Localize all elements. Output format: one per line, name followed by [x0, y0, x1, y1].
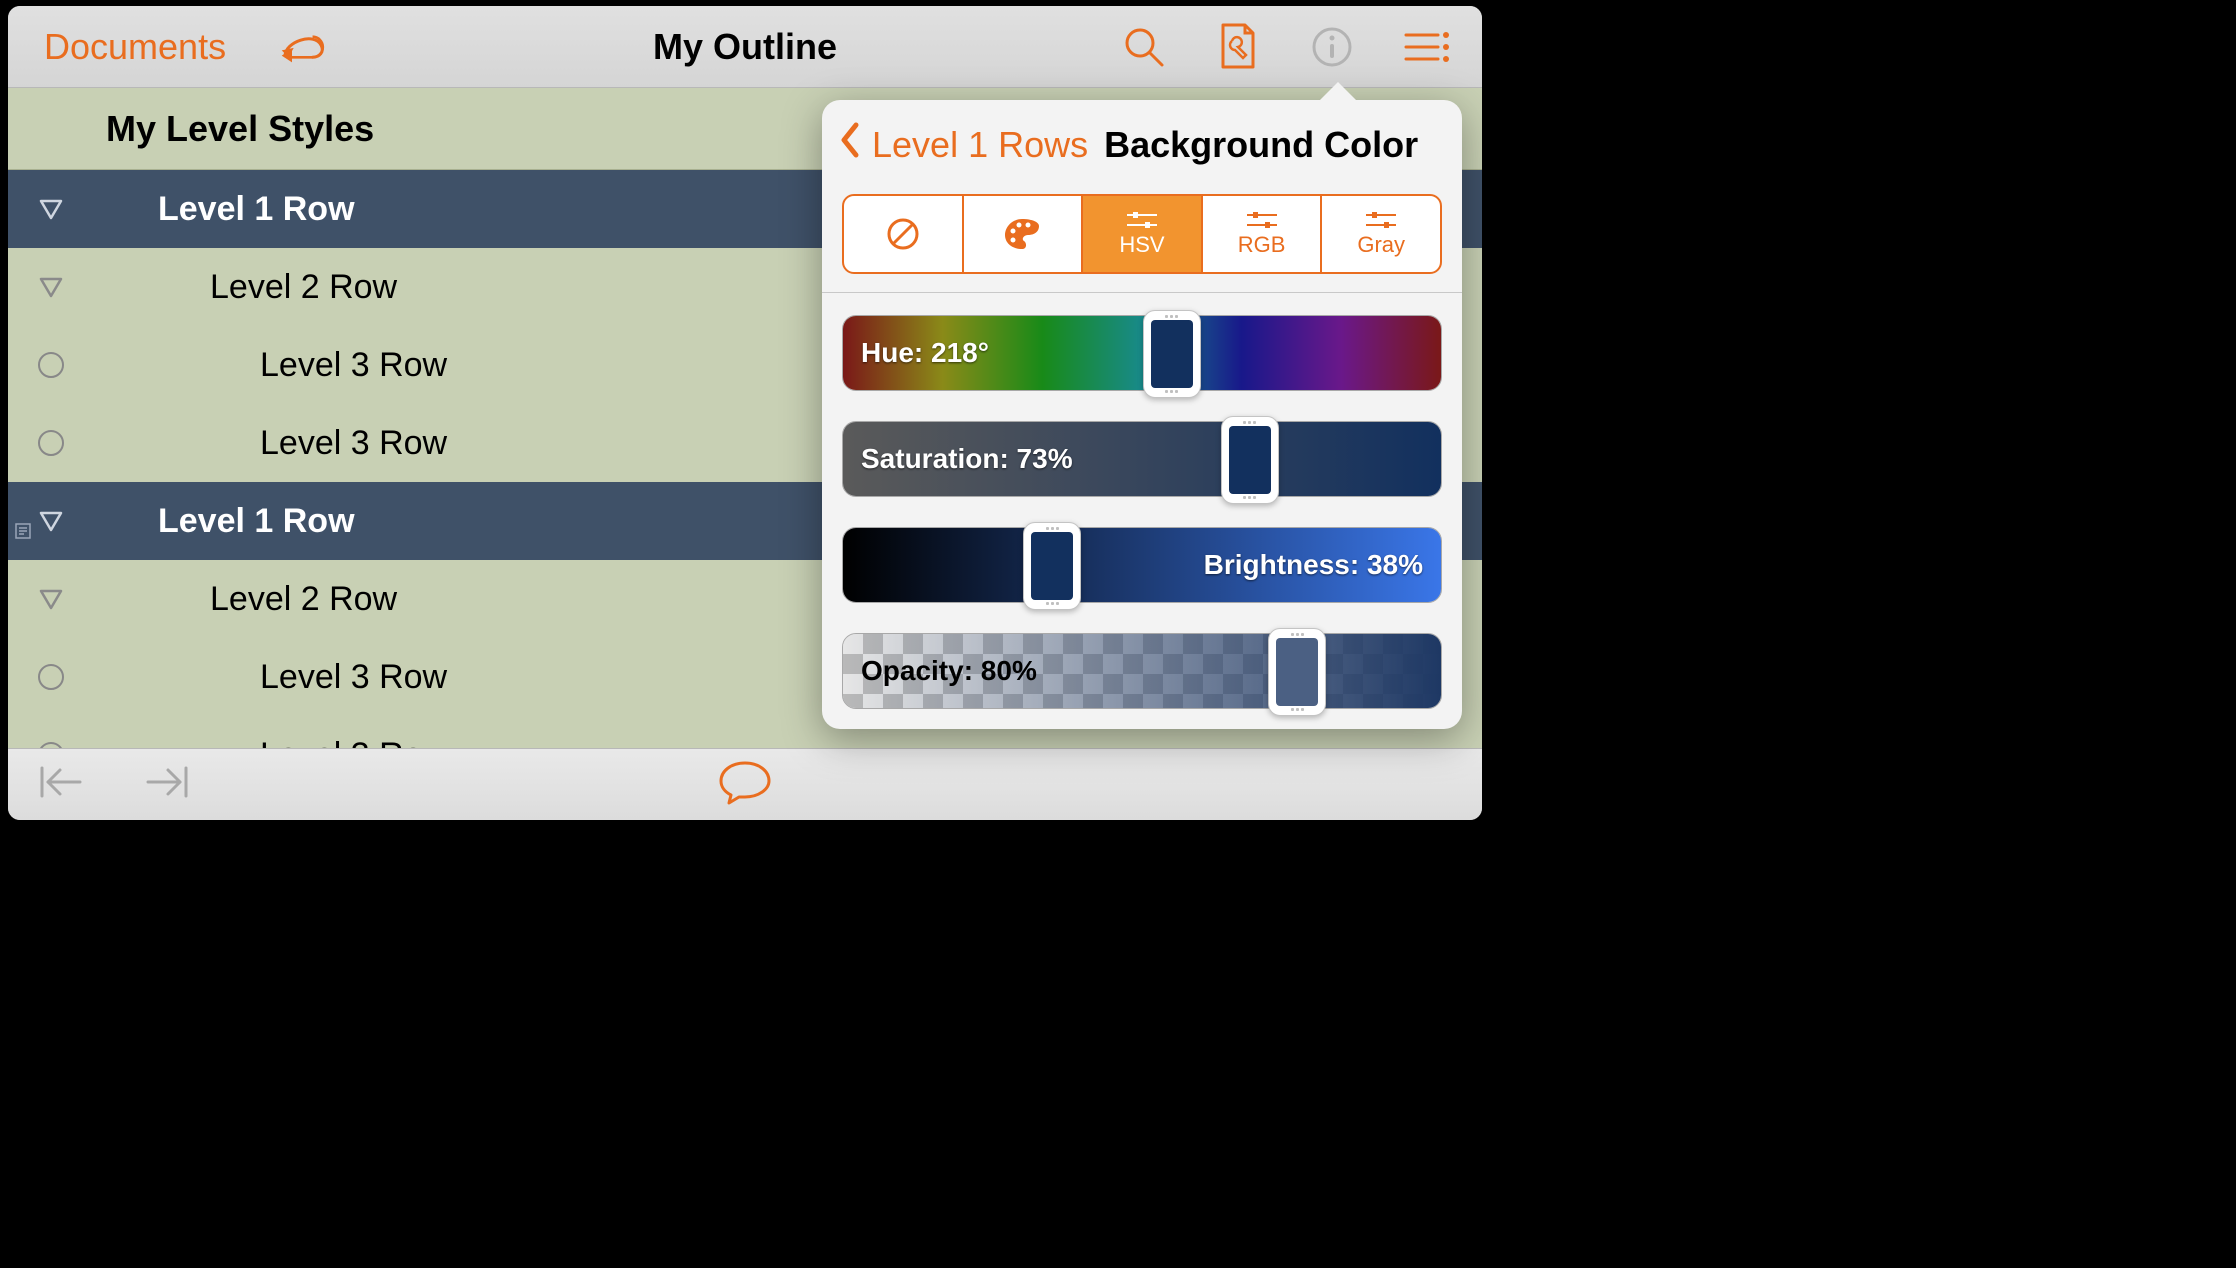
row-label: Level 2 Row: [210, 580, 397, 619]
chat-bubble-icon: [717, 759, 773, 805]
inspector-button[interactable]: [1214, 23, 1262, 71]
opacity-thumb[interactable]: [1268, 628, 1326, 716]
row-label: Level 3 Row: [260, 424, 447, 463]
hue-label: Hue: 218°: [861, 337, 989, 369]
seg-palette[interactable]: [962, 196, 1082, 272]
sliders-icon: [1364, 210, 1398, 230]
documents-button[interactable]: Documents: [20, 26, 250, 68]
note-indicator-icon: [14, 510, 32, 528]
palette-icon: [1003, 217, 1041, 251]
info-icon: [1310, 25, 1354, 69]
row-label: Level 3 Row: [260, 736, 447, 749]
seg-none[interactable]: [844, 196, 962, 272]
arrow-right-bar-icon: [144, 764, 190, 800]
list-icon: [1402, 29, 1450, 65]
seg-hsv-label: HSV: [1119, 232, 1164, 258]
sliders-icon: [1125, 210, 1159, 230]
document-title: My Outline: [653, 26, 837, 68]
seg-hsv[interactable]: HSV: [1081, 196, 1201, 272]
disclosure-triangle-icon[interactable]: [38, 196, 64, 222]
chevron-left-icon: [838, 121, 860, 159]
color-mode-segmented: HSV RGB Gray: [842, 194, 1442, 274]
wrench-doc-icon: [1217, 23, 1259, 71]
bullet-icon: [38, 430, 64, 456]
seg-gray-label: Gray: [1357, 232, 1405, 258]
search-button[interactable]: [1120, 23, 1168, 71]
info-button[interactable]: [1308, 23, 1356, 71]
popover-caret: [1320, 82, 1356, 100]
undo-button[interactable]: [280, 23, 328, 71]
row-label: Level 1 Row: [158, 502, 355, 541]
brightness-label: Brightness: 38%: [1204, 549, 1423, 581]
disclosure-triangle-icon[interactable]: [38, 508, 64, 534]
bullet-icon: [38, 664, 64, 690]
popover-header: Level 1 Rows Background Color: [822, 100, 1462, 194]
disclosure-triangle-icon[interactable]: [38, 274, 64, 300]
saturation-slider[interactable]: Saturation: 73%: [842, 421, 1442, 497]
note-button[interactable]: [717, 759, 773, 810]
back-button[interactable]: [834, 120, 864, 170]
hue-swatch: [1151, 320, 1193, 388]
row-label: Level 1 Row: [158, 190, 355, 229]
color-popover: Level 1 Rows Background Color HSV RGB Gr…: [822, 100, 1462, 729]
seg-gray[interactable]: Gray: [1320, 196, 1440, 272]
brightness-swatch: [1031, 532, 1073, 600]
arrow-left-bar-icon: [38, 764, 84, 800]
saturation-thumb[interactable]: [1221, 416, 1279, 504]
bullet-icon: [38, 352, 64, 378]
seg-rgb[interactable]: RGB: [1201, 196, 1321, 272]
opacity-label: Opacity: 80%: [861, 655, 1037, 687]
disclosure-triangle-icon[interactable]: [38, 586, 64, 612]
back-label[interactable]: Level 1 Rows: [872, 124, 1088, 166]
undo-icon: [280, 27, 328, 67]
popover-title: Background Color: [1104, 124, 1418, 166]
sliders-icon: [1245, 210, 1279, 230]
none-icon: [885, 216, 921, 252]
brightness-thumb[interactable]: [1023, 522, 1081, 610]
bottom-toolbar: [8, 748, 1482, 820]
opacity-slider[interactable]: Opacity: 80%: [842, 633, 1442, 709]
row-label: Level 2 Row: [210, 268, 397, 307]
seg-rgb-label: RGB: [1238, 232, 1286, 258]
search-icon: [1122, 25, 1166, 69]
indent-button[interactable]: [144, 764, 190, 805]
top-toolbar: Documents My Outline: [8, 6, 1482, 88]
saturation-swatch: [1229, 426, 1271, 494]
outline-menu-button[interactable]: [1402, 23, 1450, 71]
divider: [822, 292, 1462, 293]
hue-thumb[interactable]: [1143, 310, 1201, 398]
saturation-label: Saturation: 73%: [861, 443, 1073, 475]
hue-slider[interactable]: Hue: 218°: [842, 315, 1442, 391]
opacity-swatch: [1276, 638, 1318, 706]
row-label: Level 3 Row: [260, 658, 447, 697]
outdent-button[interactable]: [38, 764, 84, 805]
row-label: Level 3 Row: [260, 346, 447, 385]
brightness-slider[interactable]: Brightness: 38%: [842, 527, 1442, 603]
